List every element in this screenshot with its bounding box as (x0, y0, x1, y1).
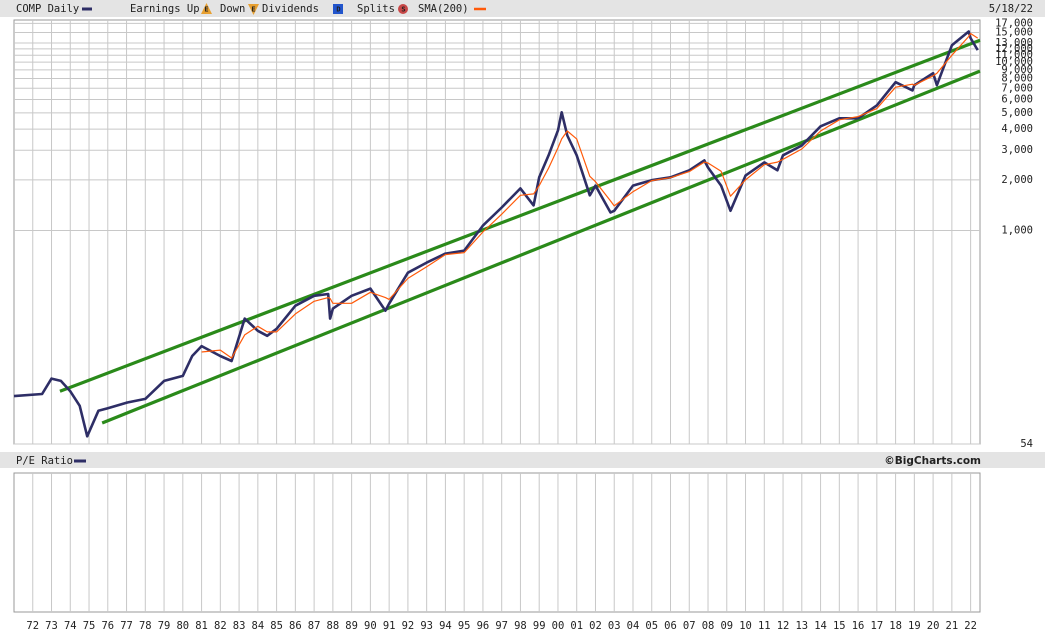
x-tick-label: 17 (871, 620, 884, 632)
y-tick-label: 9,000 (1001, 64, 1033, 76)
x-tick-label: 93 (420, 620, 433, 632)
legend-icon (333, 4, 343, 14)
y-tick-label: 13,000 (995, 37, 1033, 49)
x-tick-label: 88 (327, 620, 340, 632)
plot-area (13, 19, 981, 445)
x-tick-label: 01 (570, 620, 583, 632)
y-tick-label: 3,000 (1001, 144, 1033, 156)
x-tick-label: 81 (195, 620, 208, 632)
x-tick-label: 09 (720, 620, 733, 632)
x-tick-label: 21 (946, 620, 959, 632)
x-tick-label: 16 (852, 620, 865, 632)
x-tick-label: 22 (964, 620, 977, 632)
legend-icon-letter: D (336, 6, 340, 14)
y-tick-label: 7,000 (1001, 82, 1033, 94)
x-tick-label: 84 (252, 620, 265, 632)
x-tick-label: 95 (458, 620, 471, 632)
legend-label: COMP Daily (16, 3, 79, 15)
x-tick-label: 14 (814, 620, 827, 632)
legend-label: Splits (357, 3, 395, 15)
y-tick-label: 11,000 (995, 49, 1033, 61)
x-tick-label: 72 (26, 620, 39, 632)
x-tick-label: 08 (702, 620, 715, 632)
x-tick-label: 79 (158, 620, 171, 632)
series-line (13, 30, 979, 438)
x-tick-label: 13 (795, 620, 808, 632)
x-tick-label: 77 (120, 620, 133, 632)
y-tick-label: 1,000 (1001, 225, 1033, 237)
trend-line (59, 38, 981, 393)
x-tick-label: 97 (495, 620, 508, 632)
y-tick-label: 4,000 (1001, 123, 1033, 135)
x-tick-label: 74 (64, 620, 77, 632)
legend-label: Earnings Up (130, 3, 200, 15)
x-tick-label: 00 (552, 620, 565, 632)
legend-icon (398, 4, 408, 14)
legend-bar (0, 0, 1045, 17)
x-tick-label: 15 (833, 620, 846, 632)
x-tick-label: 03 (608, 620, 621, 632)
x-tick-label: 18 (889, 620, 902, 632)
x-tick-label: 87 (308, 620, 321, 632)
x-tick-label: 76 (101, 620, 114, 632)
x-tick-label: 19 (908, 620, 921, 632)
series-line (201, 32, 979, 359)
x-tick-label: 73 (45, 620, 58, 632)
x-tick-label: 06 (664, 620, 677, 632)
legend-icon-letter: E (204, 6, 208, 14)
legend-icon (201, 3, 212, 14)
x-tick-label: 04 (627, 620, 640, 632)
y-tick-label: 10,000 (995, 56, 1033, 68)
y-tick-label: 15,000 (995, 27, 1033, 39)
x-tick-label: 82 (214, 620, 227, 632)
x-tick-label: 05 (645, 620, 658, 632)
x-tick-label: 10 (739, 620, 752, 632)
x-tick-label: 85 (270, 620, 283, 632)
y-tick-label: 12,000 (995, 43, 1033, 55)
x-tick-label: 98 (514, 620, 527, 632)
x-tick-label: 11 (758, 620, 771, 632)
legend-icon (248, 4, 259, 15)
lower-panel-title: P/E Ratio (16, 455, 73, 467)
y-tick-label: 2,000 (1001, 174, 1033, 186)
x-tick-label: 78 (139, 620, 152, 632)
marks (13, 30, 981, 438)
x-tick-label: 90 (364, 620, 377, 632)
x-tick-label: 91 (383, 620, 396, 632)
legend-icon-letter: E (251, 6, 255, 14)
y-tick-label: 6,000 (1001, 94, 1033, 106)
labels: Earnings Up E Down E Dividends D Splits S 72 73 74… (26, 3, 1033, 632)
legend-label: Down (220, 3, 245, 15)
x-tick-label: 75 (83, 620, 96, 632)
y-tick-label: 17,000 (995, 17, 1033, 29)
lower-panel-bar (0, 452, 1045, 468)
x-tick-label: 99 (533, 620, 546, 632)
x-tick-label: 94 (439, 620, 452, 632)
x-tick-label: 92 (402, 620, 415, 632)
x-tick-label: 89 (345, 620, 358, 632)
x-tick-label: 20 (927, 620, 940, 632)
y-tick-label: 54 (1020, 438, 1033, 450)
legend-icon-letter: S (401, 6, 405, 14)
x-tick-label: 86 (289, 620, 302, 632)
y-tick-label: 5,000 (1001, 107, 1033, 119)
x-tick-label: 02 (589, 620, 602, 632)
x-tick-label: 07 (683, 620, 696, 632)
credit[interactable]: ©BigCharts.com (884, 455, 981, 467)
legend-label: Dividends (262, 3, 319, 15)
y-tick-label: 8,000 (1001, 72, 1033, 84)
x-tick-label: 80 (176, 620, 189, 632)
trend-line (101, 69, 981, 425)
x-tick-label: 83 (233, 620, 246, 632)
legend-label: SMA(200) (418, 3, 469, 15)
lower-plot-area (13, 472, 981, 613)
date: 5/18/22 (989, 3, 1033, 15)
x-tick-label: 12 (777, 620, 790, 632)
grid (14, 20, 980, 612)
x-tick-label: 96 (477, 620, 490, 632)
